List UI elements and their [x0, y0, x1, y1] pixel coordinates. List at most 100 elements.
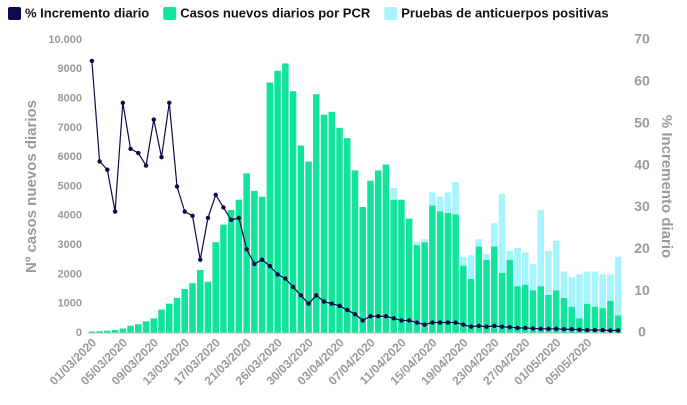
bar [491, 246, 498, 333]
bar [429, 192, 436, 206]
bar [568, 277, 575, 307]
y2-tick-label: 70 [634, 31, 650, 47]
bar [390, 199, 397, 333]
bar [266, 82, 274, 333]
line-point [290, 284, 296, 290]
bar [444, 212, 452, 333]
legend-label: Pruebas de anticuerpos positivas [401, 5, 608, 20]
bar [498, 272, 506, 333]
line-point [414, 320, 420, 325]
bar [343, 138, 351, 333]
y-tick-label: 1000 [58, 298, 82, 310]
bar [413, 242, 421, 246]
line-point [584, 327, 590, 333]
bar [104, 330, 111, 333]
line-point [283, 276, 288, 281]
bar [607, 300, 614, 333]
bar [328, 111, 336, 333]
line-point [314, 293, 319, 298]
line-point [167, 100, 172, 105]
line-point [182, 209, 187, 214]
bar [181, 289, 189, 333]
line-point [221, 205, 226, 210]
bar [212, 242, 219, 333]
line-point [213, 192, 218, 198]
line-point [112, 209, 118, 214]
bar [529, 264, 537, 291]
bar [506, 250, 514, 260]
bar [467, 278, 475, 333]
bar [506, 259, 514, 333]
line-point [298, 293, 304, 298]
bar [235, 199, 243, 333]
bar [359, 207, 367, 333]
line-point [352, 311, 358, 317]
bar [196, 270, 204, 333]
bar [552, 240, 560, 291]
line-point [608, 328, 613, 333]
line-point [329, 301, 334, 306]
line-point [569, 327, 574, 332]
bar [274, 70, 281, 333]
y-tick-label: 0 [76, 327, 82, 339]
bar [436, 211, 444, 333]
bar [444, 192, 452, 213]
line-point [476, 323, 482, 329]
line-point [577, 327, 582, 332]
bar [305, 161, 312, 333]
legend-swatch [8, 7, 21, 20]
bar [313, 94, 320, 333]
bar [514, 248, 521, 287]
bar [498, 193, 506, 273]
bar [374, 170, 382, 333]
bar [452, 214, 459, 333]
bar [552, 290, 560, 333]
legend-swatch [384, 7, 398, 20]
y2-tick-label: 60 [634, 73, 650, 89]
bar [127, 325, 134, 333]
bar [258, 196, 266, 333]
line-point [406, 318, 412, 323]
bar [583, 271, 591, 304]
bar [591, 271, 599, 307]
bar [614, 315, 622, 333]
line-point [174, 184, 180, 189]
bar [390, 187, 397, 200]
bar [320, 114, 328, 333]
bar [436, 196, 444, 212]
line-point [592, 327, 598, 333]
bar [576, 318, 583, 333]
line-point [376, 314, 381, 319]
bar [189, 283, 196, 333]
bar [220, 224, 227, 333]
line-point [128, 146, 133, 152]
line-point [515, 325, 520, 331]
bar [607, 274, 614, 301]
line-point [461, 322, 466, 327]
y2-tick-label: 40 [634, 156, 650, 172]
bar [560, 271, 568, 298]
line-point [383, 314, 389, 319]
bar [158, 309, 165, 333]
bar [475, 239, 483, 247]
line-point [89, 58, 95, 64]
bar [521, 252, 529, 285]
bar [452, 182, 459, 215]
y-tick-label: 10.000 [48, 34, 82, 46]
line-point [136, 150, 141, 156]
bar [351, 170, 359, 333]
y2-tick-label: 10 [634, 282, 650, 298]
line-point [337, 303, 342, 308]
line-point [143, 163, 149, 168]
bar [460, 256, 467, 266]
bar [297, 145, 305, 333]
bar [150, 318, 158, 333]
line-point [437, 320, 443, 325]
line-point [159, 155, 164, 160]
bar [382, 164, 390, 333]
bar [537, 209, 545, 287]
line-point [244, 247, 249, 252]
line-point [105, 167, 110, 172]
line-point [422, 322, 427, 327]
bar [467, 255, 475, 279]
